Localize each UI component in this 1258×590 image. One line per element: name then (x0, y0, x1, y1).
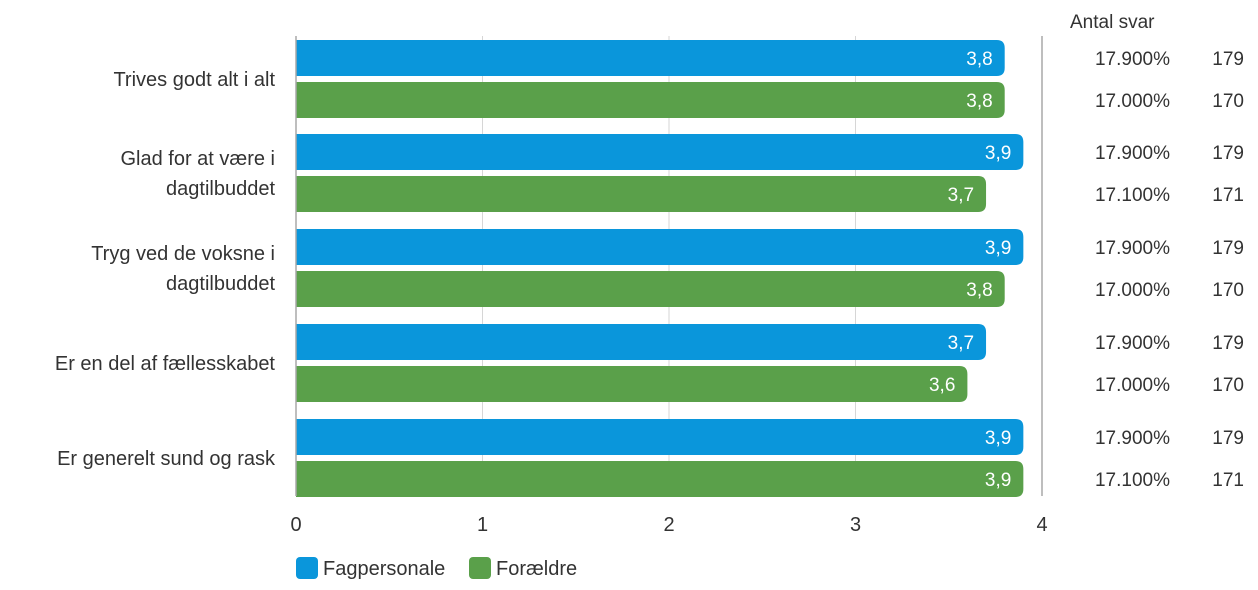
percent-value: 17.000% (1095, 91, 1170, 112)
bar-fagpersonale (296, 419, 1024, 455)
percent-value: 17.100% (1095, 470, 1170, 491)
bar-value-label: 3,8 (966, 91, 992, 112)
bar-fagpersonale (296, 40, 1005, 76)
bar-fagpersonale (296, 134, 1024, 170)
bar-forældre (296, 366, 968, 402)
x-tick-label: 1 (477, 514, 488, 536)
bar-value-label: 3,8 (966, 280, 992, 301)
category-label: dagtilbuddet (166, 178, 275, 200)
count-header: Antal svar (1070, 12, 1155, 33)
bar-value-label: 3,8 (966, 49, 992, 70)
percent-value: 17.000% (1095, 375, 1170, 396)
legend-swatch (296, 557, 318, 579)
percent-value: 17.100% (1095, 185, 1170, 206)
count-value: 170 (1212, 375, 1244, 396)
count-value: 179 (1212, 49, 1244, 70)
category-label: Tryg ved de voksne i (91, 243, 275, 265)
count-value: 179 (1212, 143, 1244, 164)
category-label: Glad for at være i (120, 148, 275, 170)
count-value: 179 (1212, 428, 1244, 449)
x-tick-label: 0 (290, 514, 301, 536)
bar-forældre (296, 271, 1005, 307)
bar-value-label: 3,6 (929, 375, 955, 396)
count-value: 170 (1212, 280, 1244, 301)
legend-label: Fagpersonale (323, 558, 445, 580)
bar-fagpersonale (296, 324, 987, 360)
category-label: Er en del af fællesskabet (55, 353, 276, 375)
percent-value: 17.900% (1095, 143, 1170, 164)
x-tick-label: 3 (850, 514, 861, 536)
category-label: Er generelt sund og rask (57, 448, 276, 470)
category-label: Trives godt alt i alt (113, 69, 275, 91)
x-tick-label: 2 (663, 514, 674, 536)
percent-value: 17.000% (1095, 280, 1170, 301)
count-value: 170 (1212, 91, 1244, 112)
count-value: 171 (1212, 185, 1244, 206)
legend-label: Forældre (496, 558, 577, 580)
bar-value-label: 3,9 (985, 470, 1011, 491)
bar-value-label: 3,7 (948, 185, 974, 206)
percent-value: 17.900% (1095, 333, 1170, 354)
bar-fagpersonale (296, 229, 1024, 265)
bar-value-label: 3,9 (985, 428, 1011, 449)
percent-value: 17.900% (1095, 428, 1170, 449)
count-value: 171 (1212, 470, 1244, 491)
bar-forældre (296, 82, 1005, 118)
bar-value-label: 3,7 (948, 333, 974, 354)
bar-value-label: 3,9 (985, 238, 1011, 259)
category-label: dagtilbuddet (166, 273, 275, 295)
count-value: 179 (1212, 333, 1244, 354)
bar-forældre (296, 176, 987, 212)
legend-swatch (469, 557, 491, 579)
bar-forældre (296, 461, 1024, 497)
count-value: 179 (1212, 238, 1244, 259)
x-tick-label: 4 (1036, 514, 1047, 536)
bar-value-label: 3,9 (985, 143, 1011, 164)
percent-value: 17.900% (1095, 238, 1170, 259)
percent-value: 17.900% (1095, 49, 1170, 70)
